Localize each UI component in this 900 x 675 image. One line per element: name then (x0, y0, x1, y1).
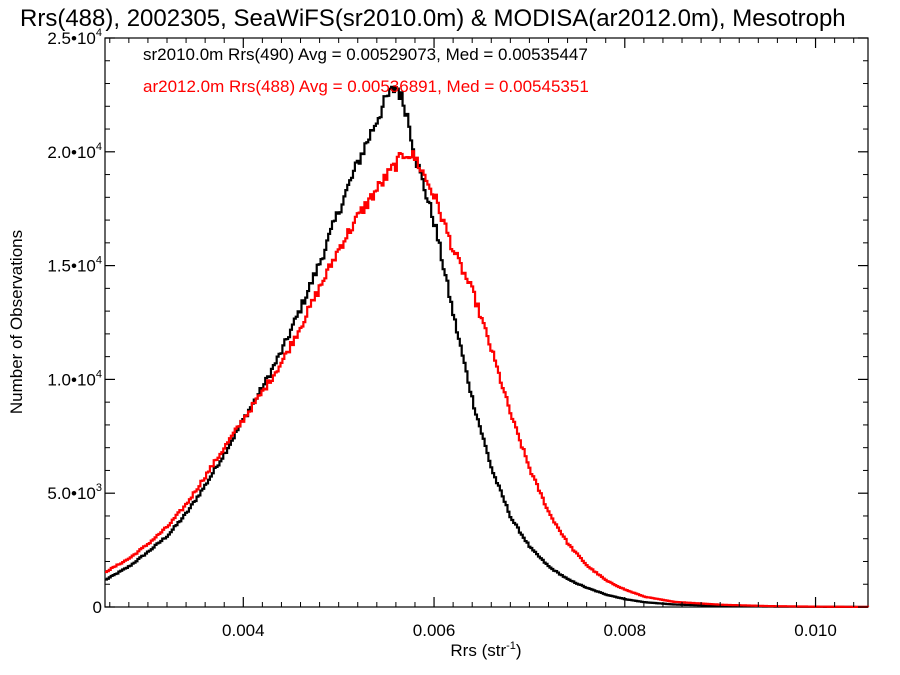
chart-title: Rrs(488), 2002305, SeaWiFS(sr2010.0m) & … (20, 5, 846, 32)
x-axis-label-end: ) (516, 641, 522, 660)
annotation-ar2012: ar2012.0m Rrs(488) Avg = 0.00536891, Med… (143, 77, 589, 96)
plot-frame (104, 37, 869, 608)
ticks-layer: 0.004 0.006 0.008 0.010 0 5.0•103 1.0•104 1.5•1… (47, 27, 868, 640)
x-tick-label-0: 0.004 (222, 621, 265, 640)
y-tick-label-3: 1.5•104 (47, 255, 102, 276)
annotation-sr2010: sr2010.0m Rrs(490) Avg = 0.00529073, Med… (143, 45, 588, 64)
series-layer (105, 85, 870, 609)
series-line-1 (105, 150, 870, 608)
x-axis-label-sup: -1 (506, 640, 516, 652)
x-tick-label-3: 0.010 (794, 621, 837, 640)
x-axis-label: Rrs (str-1) (450, 640, 521, 660)
y-tick-label-5: 2.5•104 (47, 27, 102, 48)
series-line-0 (105, 85, 868, 609)
y-tick-label-0: 0 (93, 598, 102, 617)
x-tick-label-1: 0.006 (413, 621, 456, 640)
x-tick-label-2: 0.008 (604, 621, 647, 640)
x-axis-label-main: Rrs (str (450, 641, 506, 660)
y-tick-label-1: 5.0•103 (47, 482, 102, 503)
y-axis-label: Number of Observations (7, 230, 26, 414)
y-tick-label-4: 2.0•104 (47, 141, 102, 162)
y-tick-label-2: 1.0•104 (47, 368, 102, 389)
plot-area: 0.004 0.006 0.008 0.010 0 5.0•103 1.0•104 1.5•1… (47, 27, 870, 640)
